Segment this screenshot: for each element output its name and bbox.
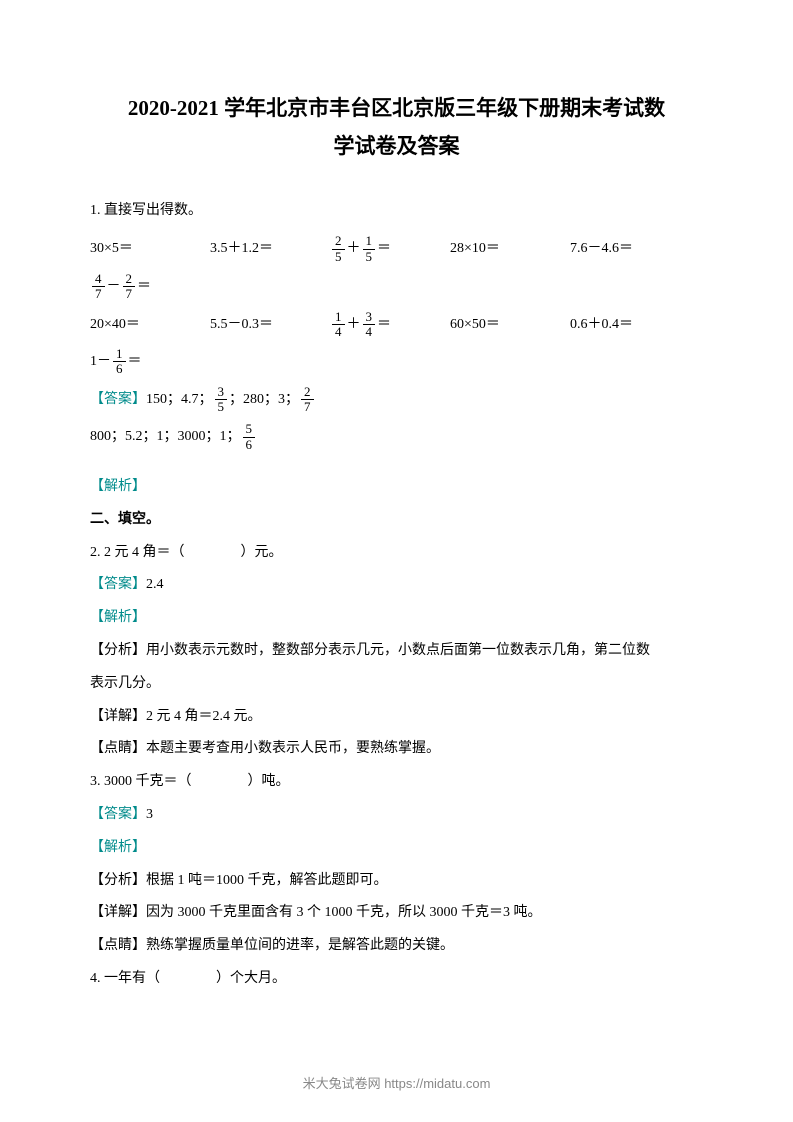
q1-analysis: 【解析】 <box>90 472 703 503</box>
q2-fenxi-b: 表示几分。 <box>90 669 703 700</box>
q3-fenxi: 【分析】根据 1 吨＝1000 千克，解答此题即可。 <box>90 866 703 897</box>
q3-answer: 【答案】3 <box>90 800 703 831</box>
q1-row1b: 47 － 27 ＝ <box>90 272 703 302</box>
answer-label-q3: 【答案】 <box>90 807 146 822</box>
eq-1-1/6: 1－ 16 ＝ <box>90 347 142 377</box>
eq-28x10: 28×10＝ <box>450 239 570 259</box>
q1-row1: 30×5＝ 3.5＋1.2＝ 25 ＋ 15 ＝ 28×10＝ 7.6－4.6＝ <box>90 234 703 264</box>
frac-3-4: 34 <box>363 310 376 340</box>
eq-4/7-2/7: 47 － 27 ＝ <box>90 272 151 302</box>
q1-answer-line1: 【答案】 150；4.7； 35 ；280；3； 27 <box>90 385 703 415</box>
analysis-label: 【解析】 <box>90 479 146 494</box>
footer-watermark: 米大兔试卷网 https://midatu.com <box>0 1073 793 1092</box>
frac-1-5: 15 <box>363 234 376 264</box>
frac-2-5: 25 <box>332 234 345 264</box>
analysis-label-q3: 【解析】 <box>90 840 146 855</box>
eq-7.6-4.6: 7.6－4.6＝ <box>570 239 633 259</box>
page-title: 2020-2021 学年北京市丰台区北京版三年级下册期末考试数 学试卷及答案 <box>90 90 703 166</box>
frac-2-7-ans: 27 <box>301 385 314 415</box>
q4-stem: 4. 一年有（ ）个大月。 <box>90 964 703 995</box>
q2-answer: 【答案】2.4 <box>90 570 703 601</box>
frac-4-7: 47 <box>92 272 105 302</box>
frac-3-5: 35 <box>215 385 228 415</box>
q1-stem: 1. 直接写出得数。 <box>90 196 703 227</box>
q3-dianjing: 【点睛】熟练掌握质量单位间的进率，是解答此题的关键。 <box>90 931 703 962</box>
eq-30x5: 30×5＝ <box>90 239 210 259</box>
q3-detail: 【详解】因为 3000 千克里面含有 3 个 1000 千克，所以 3000 千… <box>90 898 703 929</box>
frac-1-4: 14 <box>332 310 345 340</box>
q2-dianjing: 【点睛】本题主要考查用小数表示人民币，要熟练掌握。 <box>90 734 703 765</box>
title-line-1: 2020-2021 学年北京市丰台区北京版三年级下册期末考试数 <box>90 90 703 128</box>
frac-5-6: 56 <box>243 422 256 452</box>
frac-2-7: 27 <box>123 272 136 302</box>
q1-row2b: 1－ 16 ＝ <box>90 347 703 377</box>
eq-0.6+0.4: 0.6＋0.4＝ <box>570 315 633 335</box>
q2-stem: 2. 2 元 4 角＝（ ）元。 <box>90 538 703 569</box>
q1-row2: 20×40＝ 5.5－0.3＝ 14 ＋ 34 ＝ 60×50＝ 0.6＋0.4… <box>90 310 703 340</box>
q1-answer-line2: 800；5.2；1；3000；1； 56 <box>90 422 703 452</box>
q2-analysis: 【解析】 <box>90 603 703 634</box>
eq-60x50: 60×50＝ <box>450 315 570 335</box>
answer-label: 【答案】 <box>90 390 146 410</box>
analysis-label-q2: 【解析】 <box>90 610 146 625</box>
eq-1/4+3/4: 14 ＋ 34 ＝ <box>330 310 450 340</box>
section-2-heading: 二、填空。 <box>90 505 703 536</box>
eq-2/5+1/5: 25 ＋ 15 ＝ <box>330 234 450 264</box>
eq-5.5-0.3: 5.5－0.3＝ <box>210 315 330 335</box>
q2-fenxi-a: 【分析】用小数表示元数时，整数部分表示几元，小数点后面第一位数表示几角，第二位数 <box>90 636 703 667</box>
q3-analysis: 【解析】 <box>90 833 703 864</box>
title-line-2: 学试卷及答案 <box>90 128 703 166</box>
eq-3.5+1.2: 3.5＋1.2＝ <box>210 239 330 259</box>
q3-stem: 3. 3000 千克＝（ ）吨。 <box>90 767 703 798</box>
eq-20x40: 20×40＝ <box>90 315 210 335</box>
frac-1-6: 16 <box>113 347 126 377</box>
answer-label-q2: 【答案】 <box>90 577 146 592</box>
q2-detail: 【详解】2 元 4 角＝2.4 元。 <box>90 702 703 733</box>
